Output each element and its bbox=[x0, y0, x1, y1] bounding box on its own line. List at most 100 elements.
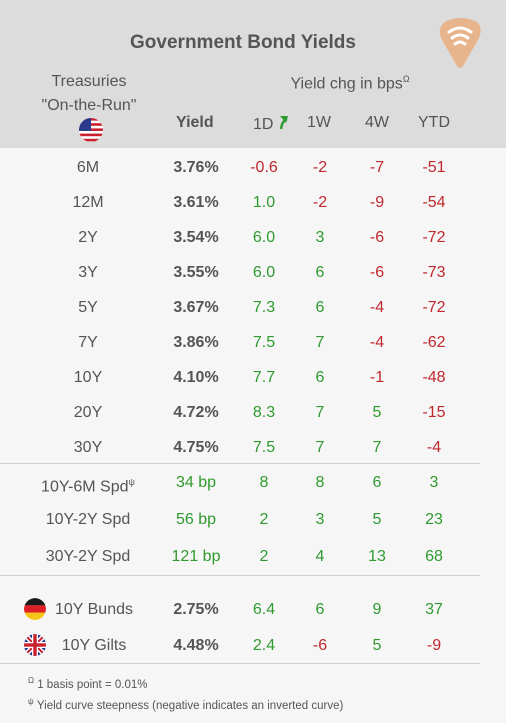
column-header-1d-label: 1D bbox=[253, 116, 274, 133]
footnote-1: Ω 1 basis point = 0.01% bbox=[28, 676, 147, 691]
table-row: 7Y 3.86% 7.5 7 -4 -62 bbox=[0, 325, 506, 360]
cell-d1: -0.6 bbox=[250, 159, 278, 176]
row-label-text: 6M bbox=[76, 159, 100, 176]
table-row: 6M 3.76% -0.6 -2 -7 -51 bbox=[0, 150, 506, 185]
logo-icon bbox=[439, 18, 481, 68]
cell-d1: 2.4 bbox=[252, 637, 276, 654]
cell-yield: 3.76% bbox=[173, 159, 219, 176]
cell-w4: 13 bbox=[368, 548, 386, 565]
cell-w1: 8 bbox=[315, 474, 325, 491]
cell-yield: 4.75% bbox=[173, 439, 219, 456]
row-label: 2Y bbox=[78, 220, 98, 255]
cell-yield: 34 bp bbox=[175, 474, 217, 491]
cell-w4: -9 bbox=[369, 194, 385, 211]
cell-yield: 56 bp bbox=[175, 511, 217, 528]
row-label-text: 10Y Gilts bbox=[61, 637, 127, 654]
cell-ytd: 37 bbox=[425, 601, 443, 618]
cell-yield: 3.61% bbox=[173, 194, 219, 211]
cell-yield: 4.48% bbox=[173, 637, 219, 654]
cell-w1: -2 bbox=[312, 159, 328, 176]
cell-w4: 9 bbox=[372, 601, 382, 618]
footnote-1-sup: Ω bbox=[28, 676, 34, 685]
cell-w4: 5 bbox=[372, 404, 382, 421]
cell-w4: 7 bbox=[372, 439, 382, 456]
uk-flag-icon bbox=[24, 634, 46, 656]
cell-yield: 4.10% bbox=[173, 369, 219, 386]
cell-w4: 6 bbox=[372, 474, 382, 491]
column-header-1w: 1W bbox=[307, 114, 331, 131]
cell-w1: -6 bbox=[312, 637, 328, 654]
footnote-2-text: Yield curve steepness (negative indicate… bbox=[36, 699, 344, 712]
cell-w1: 6 bbox=[315, 264, 325, 281]
column-header-ytd: YTD bbox=[418, 114, 450, 131]
treasuries-label-line1: Treasuries bbox=[51, 73, 127, 90]
row-label: 12M bbox=[72, 185, 103, 220]
cell-ytd: -73 bbox=[422, 264, 446, 281]
cell-w1: 7 bbox=[315, 404, 325, 421]
cell-w1: 6 bbox=[315, 369, 325, 386]
column-header-yield: Yield bbox=[176, 114, 214, 131]
cell-yield: 3.67% bbox=[173, 299, 219, 316]
cell-d1: 7.3 bbox=[252, 299, 276, 316]
cell-ytd: -72 bbox=[422, 229, 446, 246]
cell-w4: -4 bbox=[369, 334, 385, 351]
column-header-4w: 4W bbox=[365, 114, 389, 131]
table-row: 10Y-2Y Spd 56 bp 2 3 5 23 bbox=[0, 502, 506, 537]
row-label: 7Y bbox=[78, 325, 98, 360]
cell-d1: 8.3 bbox=[252, 404, 276, 421]
table-row: 10Y Gilts 4.48% 2.4 -6 5 -9 bbox=[0, 628, 506, 663]
cell-ytd: -54 bbox=[422, 194, 446, 211]
table-row: 10Y-6M Spdψ 34 bp 8 8 6 3 bbox=[0, 465, 506, 500]
treasuries-label-line2: "On-the-Run" bbox=[41, 97, 137, 114]
cell-yield: 2.75% bbox=[173, 601, 219, 618]
row-label-text: 10Y bbox=[73, 369, 103, 386]
cell-w4: -6 bbox=[369, 229, 385, 246]
cell-d1: 1.0 bbox=[252, 194, 276, 211]
cell-yield: 3.86% bbox=[173, 334, 219, 351]
treasuries-label: Treasuries "On-the-Run" bbox=[30, 70, 148, 118]
cell-w1: 7 bbox=[315, 439, 325, 456]
cell-w1: 4 bbox=[315, 548, 325, 565]
table-row: 30Y-2Y Spd 121 bp 2 4 13 68 bbox=[0, 539, 506, 574]
cell-ytd: -9 bbox=[426, 637, 442, 654]
row-label-text: 12M bbox=[72, 194, 104, 211]
cell-d1: 7.5 bbox=[252, 439, 276, 456]
row-label-text: 30Y bbox=[73, 439, 103, 456]
cell-yield: 3.55% bbox=[173, 264, 219, 281]
row-label: 5Y bbox=[78, 290, 98, 325]
cell-w4: -6 bbox=[369, 264, 385, 281]
cell-yield: 3.54% bbox=[173, 229, 219, 246]
cell-ytd: -72 bbox=[422, 299, 446, 316]
cell-yield: 121 bp bbox=[171, 548, 221, 565]
cell-ytd: -62 bbox=[422, 334, 446, 351]
row-label-sup: ψ bbox=[128, 477, 135, 487]
cell-ytd: -15 bbox=[422, 404, 446, 421]
footnote-2-sup: ψ bbox=[28, 697, 34, 706]
cell-w4: -1 bbox=[369, 369, 385, 386]
table-row: 10Y Bunds 2.75% 6.4 6 9 37 bbox=[0, 592, 506, 627]
cell-w4: 5 bbox=[372, 637, 382, 654]
row-label: 3Y bbox=[78, 255, 98, 290]
table-header: Government Bond Yields Treasuries "On-th… bbox=[0, 0, 506, 148]
us-flag-icon bbox=[79, 118, 103, 142]
cell-ytd: 68 bbox=[425, 548, 443, 565]
cell-w4: -4 bbox=[369, 299, 385, 316]
table-row: 12M 3.61% 1.0 -2 -9 -54 bbox=[0, 185, 506, 220]
table-row: 30Y 4.75% 7.5 7 7 -4 bbox=[0, 430, 506, 465]
cell-d1: 6.0 bbox=[252, 229, 276, 246]
trend-arrow-icon bbox=[279, 116, 288, 130]
cell-d1: 8 bbox=[259, 474, 269, 491]
divider bbox=[0, 663, 480, 664]
cell-d1: 2 bbox=[259, 548, 269, 565]
divider bbox=[0, 575, 480, 576]
row-label-text: 5Y bbox=[78, 299, 98, 316]
row-label: 30Y-2Y Spd bbox=[46, 539, 131, 574]
cell-d1: 6.0 bbox=[252, 264, 276, 281]
row-label: 20Y bbox=[74, 395, 102, 430]
yield-chg-sup: Ω bbox=[402, 74, 410, 84]
row-label-text: 2Y bbox=[78, 229, 98, 246]
cell-ytd: -48 bbox=[422, 369, 446, 386]
row-label: 6M bbox=[77, 150, 99, 185]
row-label-text: 7Y bbox=[78, 334, 98, 351]
row-label-text: 20Y bbox=[73, 404, 103, 421]
